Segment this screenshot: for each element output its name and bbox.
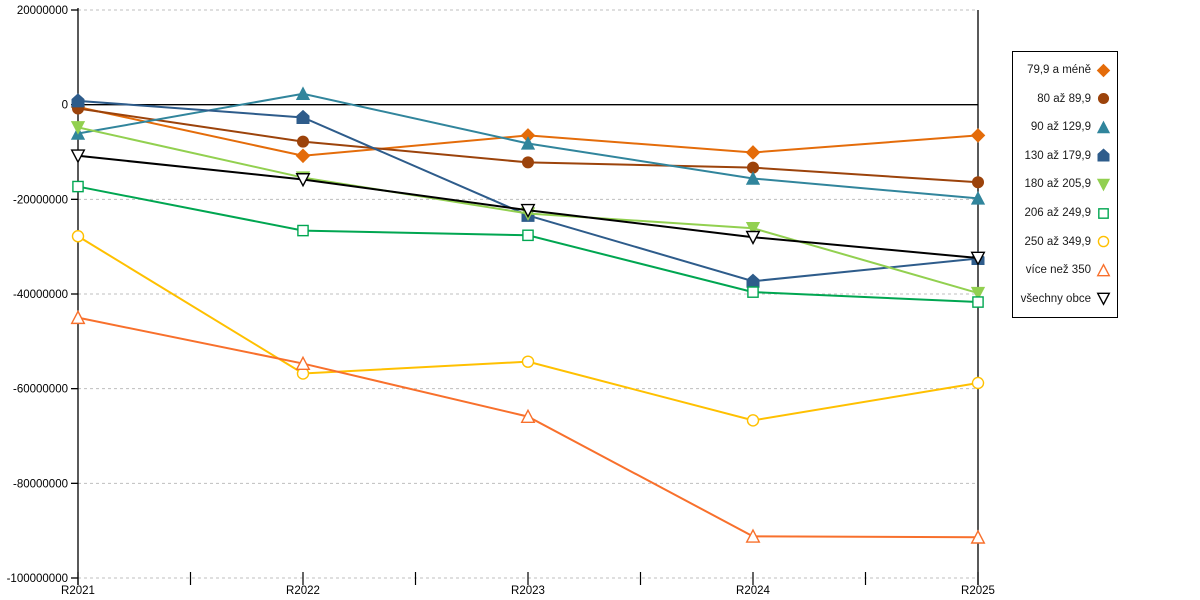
data-point-circle-icon [71,230,85,243]
data-point-circle-icon [1097,93,1110,105]
data-point-triangle-up-icon [1096,262,1111,277]
y-axis-tick-label: -80000000 [13,478,68,490]
data-point-triangle-up-icon [970,529,986,544]
data-point-circle-icon [521,355,535,368]
data-point-square-icon [972,296,984,308]
y-axis-tick-label: 0 [62,100,68,112]
y-axis-tick-label: -40000000 [13,289,68,301]
legend-marker-circle-icon [1097,93,1110,105]
series-130-a-179-9 [71,93,985,288]
data-point-triangle-up-icon [1096,120,1111,134]
legend-item-label: 250 až 349,9 [1024,235,1091,248]
legend-item-0: 79,9 a méně [1015,63,1111,78]
data-point-pentagon-icon [71,93,85,108]
data-point-pentagon-icon [296,109,310,124]
legend-item-6: 250 až 349,9 [1015,234,1111,249]
data-point-square-icon [522,229,534,242]
data-point-triangle-down-icon [745,230,761,246]
data-point-square-icon [297,224,309,237]
data-point-circle-icon [971,376,985,390]
data-point-diamond-icon [1096,63,1111,78]
data-point-circle-icon [1097,235,1110,248]
legend-item-2: 90 až 129,9 [1015,120,1111,135]
legend-item-label: více než 350 [1025,264,1091,277]
data-point-circle-icon [521,156,535,169]
data-point-diamond-icon [745,145,761,160]
data-point-diamond-icon [970,128,986,143]
y-axis-tick-label: 20000000 [17,5,68,17]
legend-item-label: 79,9 a méně [1027,64,1091,77]
y-axis-tick-label: -20000000 [13,194,68,206]
x-axis-tick-label: R2023 [511,585,545,597]
legend-item-label: 206 až 249,9 [1024,207,1091,219]
data-point-triangle-down-icon [70,121,86,135]
data-point-triangle-down-icon [70,149,86,164]
series-v-ce-ne-350 [70,309,986,544]
data-point-triangle-up-icon [520,408,536,423]
legend-item-label: 80 až 89,9 [1037,92,1091,105]
data-point-triangle-up-icon [745,171,761,185]
series-line [77,316,979,539]
data-point-circle-icon [296,135,310,148]
data-point-triangle-up-icon [520,136,536,150]
legend-marker-circle-icon [1097,235,1110,248]
data-point-triangle-down-icon [1096,292,1111,306]
x-axis-tick-label: R2025 [961,585,995,597]
legend: 79,9 a méně 80 až 89,9 90 až 129,9 130 až 1… [1012,51,1118,318]
legend-marker-triangle-up-icon [1096,120,1111,134]
data-point-circle-icon [746,414,760,427]
data-point-pentagon-icon [746,273,760,288]
data-point-triangle-up-icon [295,86,311,100]
data-point-triangle-up-icon [970,191,986,205]
data-point-diamond-icon [295,148,311,164]
y-axis-tick-label: -60000000 [13,384,68,396]
x-axis-tick-label: R2022 [286,585,320,597]
data-point-triangle-down-icon [970,286,986,301]
legend-item-8: všechny obce [1015,291,1111,306]
data-point-square-icon [1098,207,1109,219]
data-point-triangle-down-icon [970,251,986,266]
data-point-circle-icon [971,176,985,189]
legend-marker-triangle-up-icon [1096,262,1111,277]
legend-item-4: 180 až 205,9 [1015,177,1111,192]
data-point-triangle-down-icon [1096,178,1111,192]
y-axis-tick-label: -100000000 [7,573,68,585]
legend-marker-square-icon [1098,207,1109,219]
legend-item-1: 80 až 89,9 [1015,91,1111,106]
data-point-triangle-down-icon [295,173,311,188]
legend-marker-triangle-down-icon [1096,178,1111,192]
data-point-square-icon [72,180,84,193]
data-point-triangle-up-icon [295,355,311,370]
data-point-triangle-up-icon [745,528,761,543]
legend-item-label: všechny obce [1020,292,1091,305]
x-axis-tick-label: R2024 [736,585,770,597]
series-v-echny-obce [70,149,986,266]
series-90-a-129-9 [70,86,986,205]
series-206-a-249-9 [72,180,984,308]
series-250-a-349-9 [71,230,985,427]
data-point-triangle-down-icon [520,203,536,219]
data-point-square-icon [747,286,759,298]
legend-item-7: více než 350 [1015,262,1111,278]
x-axis-tick-label: R2021 [61,585,95,597]
legend-item-3: 130 až 179,9 [1015,148,1111,163]
legend-marker-pentagon-icon [1097,148,1110,162]
data-point-triangle-down-icon [745,222,761,236]
legend-item-label: 90 až 129,9 [1030,121,1091,134]
series-line [77,235,979,422]
legend-marker-triangle-down-icon [1096,292,1111,306]
data-point-triangle-up-icon [70,309,86,325]
legend-marker-diamond-icon [1096,63,1111,78]
legend-item-5: 206 až 249,9 [1015,206,1111,221]
legend-item-label: 180 až 205,9 [1024,178,1091,191]
legend-item-label: 130 až 179,9 [1024,149,1091,162]
data-point-pentagon-icon [1097,148,1110,162]
